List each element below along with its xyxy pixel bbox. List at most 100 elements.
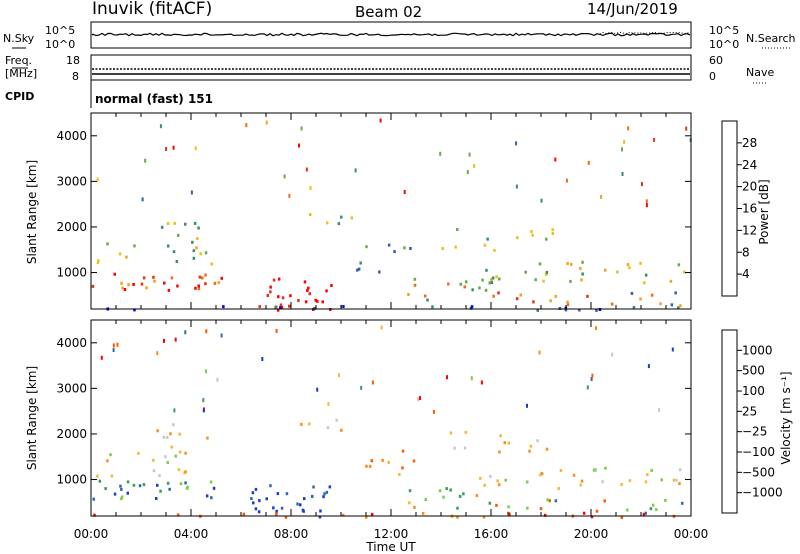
heatmap-cell (611, 352, 614, 357)
nsky-tick-bottom: 10^0 (45, 38, 75, 51)
heatmap-cell (528, 449, 531, 453)
heatmap-cell (579, 483, 582, 487)
nsky-trace (91, 32, 691, 37)
y-tick-label: 2000 (56, 427, 87, 441)
heatmap-cell (120, 497, 123, 501)
heatmap-cell (118, 252, 122, 256)
colorbar-tick-label: 28 (742, 136, 757, 150)
heatmap-cell (326, 221, 329, 225)
colorbar-tick-label: −25 (742, 425, 767, 439)
heatmap-cell (190, 190, 193, 195)
heatmap-cell (308, 422, 311, 426)
heatmap-cell (458, 494, 462, 498)
heatmap-cell (478, 286, 481, 290)
heatmap-cell (408, 501, 411, 505)
heatmap-cell (184, 470, 187, 474)
heatmap-cell (312, 485, 315, 489)
heatmap-cell (327, 401, 330, 406)
heatmap-cell (371, 380, 374, 385)
heatmap-cell (116, 342, 119, 347)
heatmap-cell (645, 203, 648, 208)
x-tick-label: 04:00 (174, 527, 209, 541)
heatmap-cell (595, 509, 599, 513)
heatmap-cell (285, 492, 289, 496)
heatmap-cell (159, 489, 162, 493)
heatmap-cell (464, 430, 468, 434)
heatmap-cell (674, 291, 677, 295)
power-colorbar: 4 8 12 16 20 24 28 (721, 120, 757, 297)
nsearch-tick-bottom: 10^0 (709, 38, 739, 51)
heatmap-cell (586, 294, 589, 298)
heatmap-cell (644, 273, 648, 277)
heatmap-cell (300, 126, 303, 131)
heatmap-cell (284, 515, 288, 519)
heatmap-cell (168, 487, 171, 491)
heatmap-cell (272, 506, 275, 510)
heatmap-cell (403, 246, 406, 250)
heatmap-cell (198, 275, 202, 279)
heatmap-cell (265, 120, 268, 125)
heatmap-cell (497, 291, 500, 295)
x-tick-label: 08:00 (274, 527, 309, 541)
heatmap-cell (350, 216, 353, 220)
heatmap-cell (590, 515, 594, 519)
y-tick-label: 1000 (56, 266, 87, 280)
heatmap-cell (109, 453, 112, 457)
heatmap-cell (449, 488, 452, 492)
heatmap-cell (197, 226, 200, 230)
heatmap-cell (378, 270, 381, 274)
velocity-colorbar: 1000 500 100 25 −25 −100 −500 −1000 (721, 329, 783, 514)
heatmap-cell (144, 158, 147, 163)
x-tick-label: 00:00 (674, 527, 709, 541)
cpid-mode: normal (fast) 151 (95, 92, 213, 106)
heatmap-cell (159, 124, 162, 129)
heatmap-cell (626, 263, 630, 266)
heatmap-cell (551, 228, 554, 232)
y-tick-label: 2000 (56, 220, 87, 234)
heatmap-cell (179, 482, 183, 486)
heatmap-cell (100, 355, 103, 360)
heatmap-cell (526, 480, 529, 484)
heatmap-cell (621, 172, 624, 176)
heatmap-cell (321, 300, 324, 304)
heatmap-cell (163, 281, 166, 285)
heatmap-cell (212, 486, 216, 490)
heatmap-cell (178, 450, 182, 454)
velocity-heatmap-cells (92, 325, 684, 519)
heatmap-cell (193, 221, 197, 225)
heatmap-cell (113, 272, 116, 276)
heatmap-cell (261, 357, 264, 361)
heatmap-cell (664, 498, 667, 502)
heatmap-cell (591, 373, 594, 378)
heatmap-cell (106, 242, 109, 246)
velocity-colorbar-label: Velocity [m s⁻¹] (779, 371, 793, 464)
heatmap-cell (492, 294, 495, 298)
heatmap-cell (627, 126, 630, 131)
heatmap-cell (166, 481, 170, 485)
heatmap-cell (531, 233, 534, 237)
heatmap-cell (538, 262, 542, 266)
heatmap-cell (670, 303, 674, 307)
heatmap-cell (325, 490, 329, 494)
heatmap-cell (158, 474, 161, 478)
heatmap-cell (475, 494, 479, 498)
heatmap-cell (196, 237, 199, 241)
heatmap-cell (484, 288, 488, 292)
heatmap-cell (92, 497, 95, 501)
heatmap-cell (205, 369, 207, 374)
heatmap-cell (192, 249, 196, 253)
heatmap-cell (184, 222, 187, 226)
heatmap-cell (126, 491, 129, 495)
heatmap-cell (647, 364, 650, 369)
heatmap-cell (628, 479, 632, 483)
freq-strip: Freq. [MHz] 18 8 60 0 Nave (5, 54, 774, 84)
heatmap-cell (532, 300, 535, 304)
power-y-ticks: 1000 2000 3000 4000 (56, 113, 692, 309)
heatmap-cell (677, 306, 680, 310)
heatmap-cell (678, 468, 682, 472)
heatmap-cell (409, 247, 412, 250)
heatmap-cell (516, 236, 519, 240)
heatmap-cell (204, 282, 207, 286)
heatmap-cell (469, 306, 473, 310)
heatmap-cell (265, 497, 268, 501)
